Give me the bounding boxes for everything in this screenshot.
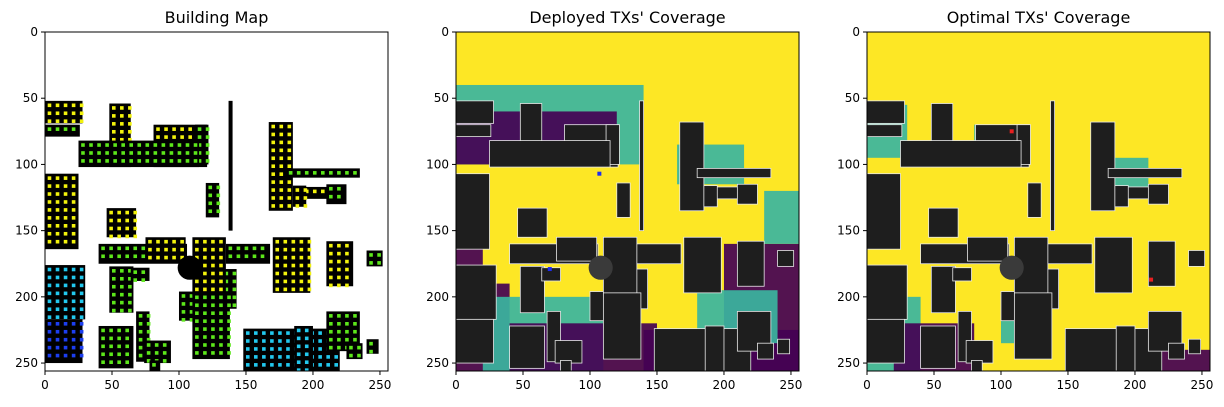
axes-frame <box>44 31 389 372</box>
x-tick-label: 200 <box>302 378 325 392</box>
y-tick-label: 50 <box>434 91 449 105</box>
x-tick-label: 0 <box>452 378 460 392</box>
y-tick-label: 50 <box>23 91 38 105</box>
transmitter-marker <box>1009 129 1014 134</box>
heatmap-image <box>456 32 799 371</box>
y-tick-label: 0 <box>30 25 38 39</box>
x-tick-label: 150 <box>1057 378 1080 392</box>
y-tick-label: 150 <box>837 224 860 238</box>
y-tick-label: 0 <box>852 25 860 39</box>
panel-title: Optimal TXs' Coverage <box>947 8 1131 27</box>
transmitter-marker <box>1149 277 1154 282</box>
x-tick-label: 100 <box>168 378 191 392</box>
y-tick-label: 50 <box>845 91 860 105</box>
y-tick-label: 100 <box>837 157 860 171</box>
y-tick-label: 100 <box>426 157 449 171</box>
x-tick-label: 50 <box>926 378 941 392</box>
x-tick-label: 100 <box>990 378 1013 392</box>
y-tick-label: 150 <box>15 224 38 238</box>
x-tick-label: 200 <box>713 378 736 392</box>
heatmap-image <box>45 32 388 371</box>
x-tick-label: 150 <box>646 378 669 392</box>
transmitter-marker <box>597 171 602 176</box>
x-tick-label: 250 <box>780 378 803 392</box>
x-tick-label: 50 <box>515 378 530 392</box>
y-tick-label: 200 <box>837 290 860 304</box>
heatmap-image <box>867 32 1210 371</box>
x-tick-label: 200 <box>1124 378 1147 392</box>
y-tick-label: 100 <box>15 157 38 171</box>
transmitter-marker <box>547 267 552 272</box>
x-tick-label: 0 <box>863 378 871 392</box>
y-tick-label: 200 <box>426 290 449 304</box>
y-tick-label: 0 <box>441 25 449 39</box>
axes-frame <box>866 31 1211 372</box>
y-tick-label: 150 <box>426 224 449 238</box>
y-tick-label: 250 <box>426 356 449 370</box>
y-tick-label: 250 <box>837 356 860 370</box>
x-tick-label: 150 <box>235 378 258 392</box>
y-tick-label: 250 <box>15 356 38 370</box>
x-tick-label: 100 <box>579 378 602 392</box>
y-tick-label: 200 <box>15 290 38 304</box>
panel-title: Deployed TXs' Coverage <box>529 8 725 27</box>
x-tick-label: 250 <box>1191 378 1214 392</box>
x-tick-label: 0 <box>41 378 49 392</box>
panel-title: Building Map <box>165 8 269 27</box>
x-tick-label: 250 <box>369 378 392 392</box>
axes-frame <box>455 31 800 372</box>
x-tick-label: 50 <box>104 378 119 392</box>
